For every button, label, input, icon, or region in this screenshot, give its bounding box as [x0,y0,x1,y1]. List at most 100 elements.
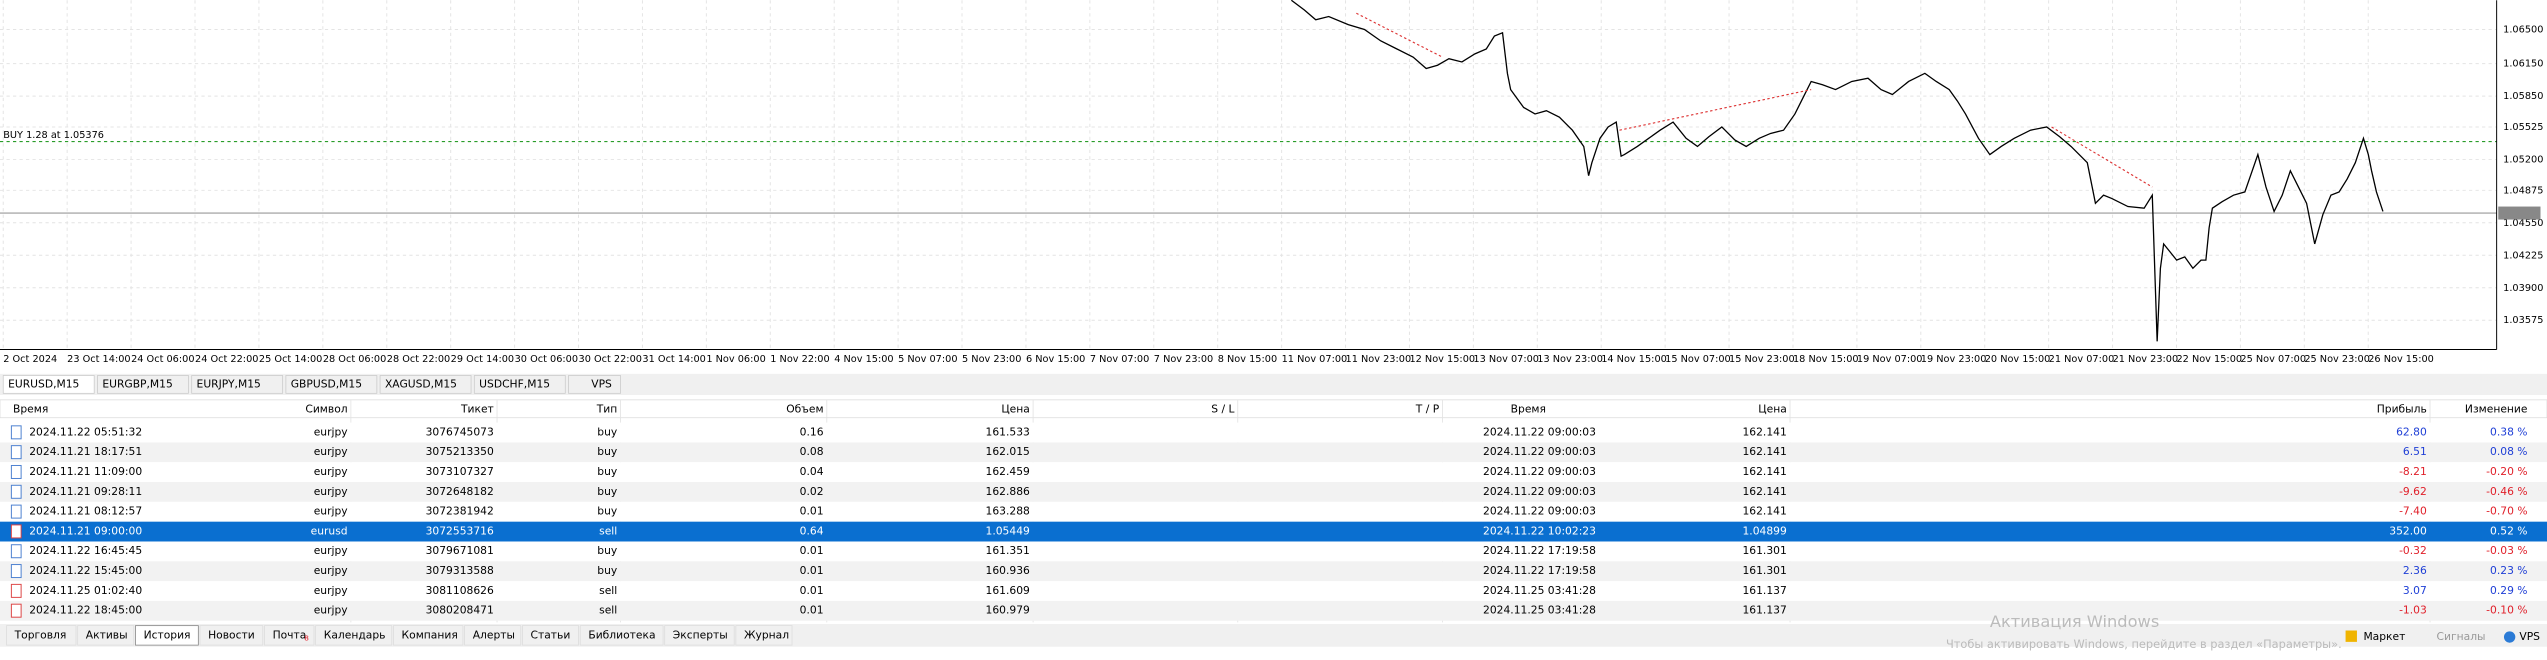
table-row[interactable]: 2024.11.25 01:02:40 eurjpy 3081108626 sell 0… [0,581,2547,601]
bottom-tab[interactable] [264,625,315,646]
column-header[interactable]: Объем [786,403,823,416]
chart-tab[interactable] [191,375,284,394]
time-label: 23 Oct 14:00 [67,354,130,365]
chart-tab[interactable] [2,375,95,394]
table-row[interactable]: 2024.11.22 18:45:00 eurjpy 3080208471 sell 0… [0,600,2547,621]
bottom-tab-label[interactable]: Активы [86,628,128,641]
bottom-tab[interactable] [135,625,199,646]
column-header[interactable]: T / P [1415,403,1440,416]
signals[interactable]: Сигналы [2437,630,2486,643]
vps[interactable]: VPS [2519,630,2540,643]
bottom-tab[interactable] [393,625,464,646]
cell: 161.609 [986,584,1031,597]
row-bg [0,561,2547,582]
cell: 162.015 [986,445,1030,458]
table-row[interactable]: 2024.11.22 05:51:32 eurjpy 3076745073 buy 0.… [0,422,2547,443]
chart-tab[interactable] [285,375,378,394]
time-label: 26 Nov 15:00 [2368,354,2434,365]
column-header[interactable]: Изменение [2465,403,2528,416]
bottom-tab[interactable] [464,625,522,646]
row-bg [0,600,2547,621]
row-icon [10,484,22,499]
trade-line [1619,89,1812,131]
column-header[interactable]: Время [1511,403,1546,416]
bottom-tab-label[interactable]: Библиотека [588,628,655,641]
bottom-tab-label[interactable]: Торговля [14,628,67,641]
bottom-tab[interactable] [735,625,793,646]
time-label: 22 Nov 15:00 [2176,354,2242,365]
chart-tab-label[interactable]: USDCHF,M15 [479,377,550,390]
column-header[interactable]: Тип [596,403,618,416]
time-label: 19 Nov 07:00 [1857,354,1923,365]
table-row[interactable]: 2024.11.22 15:45:00 eurjpy 3079313588 buy 0.… [0,561,2547,582]
bottom-tab-label[interactable]: Статьи [531,628,571,641]
table-row[interactable]: 2024.11.21 09:28:11 eurjpy 3072648182 buy 0.… [0,482,2547,502]
bottom-tab[interactable] [77,625,135,646]
cell: 2024.11.22 17:19:58 [1483,564,1596,577]
bottom-tab[interactable] [521,625,580,646]
column-header[interactable]: Время [13,403,48,416]
bottom-tab-label[interactable]: Почта [273,628,307,641]
chart-tab-label[interactable]: VPS [591,377,612,390]
time-label: 30 Oct 06:00 [515,354,578,365]
chart-tab-label[interactable]: EURUSD,M15 [8,377,79,390]
chart-tab[interactable] [97,375,189,394]
bottom-tab[interactable] [6,625,77,646]
chart-tab-label[interactable]: EURJPY,M15 [197,377,261,390]
bottom-tab-label[interactable]: Календарь [324,628,386,641]
bottom-tab-label[interactable]: История [144,628,191,641]
cell: 1.05449 [986,524,1031,537]
column-header[interactable]: S / L [1211,403,1234,416]
chart-tab-label[interactable]: EURGBP,M15 [102,377,172,390]
price-curve [1290,0,2384,342]
row-bg [0,462,2547,483]
column-header[interactable]: Цена [1001,403,1030,416]
bottom-tab-label[interactable]: Эксперты [673,628,728,641]
column-header[interactable]: Тикет [460,403,494,416]
cell: 2024.11.21 09:00:00 [29,524,142,537]
column-header[interactable]: Символ [305,403,347,416]
bottom-tab[interactable] [315,625,393,646]
time-label: 30 Oct 22:00 [579,354,642,365]
cell: sell [599,524,617,537]
chart-tab-label[interactable]: XAGUSD,M15 [385,377,457,390]
price-label: 1.06150 [2503,59,2543,70]
bottom-tab-label[interactable]: Компания [402,628,458,641]
cell: 162.141 [1742,445,1786,458]
row-bg [0,581,2547,601]
cell: 2024.11.21 18:17:51 [29,445,142,458]
table-row[interactable]: 2024.11.21 09:00:00 eurusd 3072553716 sell 0… [0,521,2547,542]
cell: 2024.11.22 09:00:03 [1483,485,1596,498]
table-row[interactable]: 2024.11.21 11:09:00 eurjpy 3073107327 buy 0.… [0,462,2547,483]
price-label: 1.06500 [2503,24,2543,35]
time-label: 21 Nov 07:00 [2049,354,2115,365]
table-row[interactable]: 2024.11.21 08:12:57 eurjpy 3072381942 buy 0.… [0,501,2547,522]
bottom-tab-label[interactable]: Журнал [744,628,789,641]
table-row[interactable]: 2024.11.21 18:17:51 eurjpy 3075213350 buy 0.… [0,442,2547,463]
chart-tab[interactable] [473,375,566,394]
time-label: 21 Nov 23:00 [2113,354,2179,365]
column-header[interactable]: Цена [1758,403,1786,416]
bottom-tab[interactable] [664,625,735,646]
bottom-tab-label[interactable]: Алерты [473,628,515,641]
market[interactable]: Маркет [2363,630,2405,643]
time-label: 2 Oct 2024 [3,354,57,365]
time-label: 8 Nov 15:00 [1218,354,1277,365]
time-label: 15 Nov 23:00 [1729,354,1795,365]
cell: 0.04 [800,465,824,478]
column-header[interactable]: Прибыль [2377,403,2427,416]
cell: eurjpy [314,465,349,478]
bottom-tab[interactable] [579,625,664,646]
chart-tab[interactable] [379,375,472,394]
row-bg [0,541,2547,562]
chart-tab-label[interactable]: GBPUSD,M15 [291,377,362,390]
table-row[interactable]: 2024.11.22 16:45:45 eurjpy 3079671081 buy 0.… [0,541,2547,562]
chart-tab[interactable] [568,375,621,394]
cell: 0.08 % [2490,445,2527,458]
cell: 2024.11.21 11:09:00 [29,465,142,478]
cell: 2024.11.25 03:41:28 [1483,584,1596,597]
bottom-tab[interactable] [199,625,264,646]
bottom-tab-label[interactable]: Новости [208,628,255,641]
cell: 2024.11.21 09:28:11 [29,485,142,498]
